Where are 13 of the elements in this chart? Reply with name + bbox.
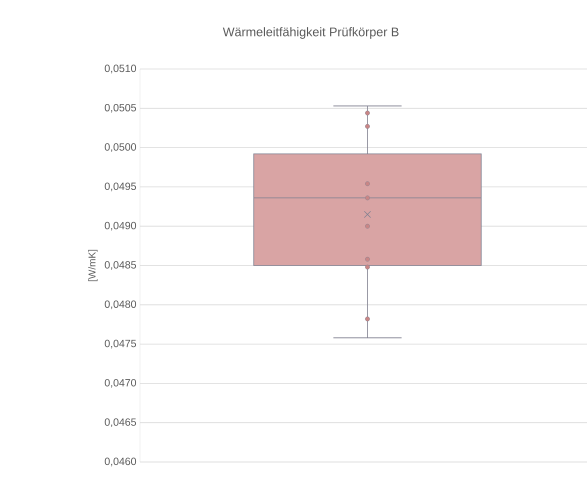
y-tick-label: 0,0465 — [104, 418, 136, 428]
y-axis-title: [W/mK] — [88, 250, 98, 282]
y-tick-label: 0,0470 — [104, 379, 136, 388]
chart-title: Wärmeleitfähigkeit Prüfkörper B — [222, 27, 399, 39]
y-tick-label: 0,0480 — [104, 300, 136, 310]
y-tick-label: 0,0460 — [104, 458, 136, 466]
y-tick-label: 0,0485 — [104, 261, 136, 270]
y-tick-label: 0,0500 — [104, 143, 136, 152]
y-tick-label: 0,0510 — [104, 64, 136, 74]
y-tick-label: 0,0490 — [104, 222, 136, 231]
y-tick-label: 0,0475 — [104, 340, 136, 348]
y-tick-label: 0,0495 — [104, 182, 136, 192]
y-tick-label: 0,0505 — [104, 104, 136, 113]
